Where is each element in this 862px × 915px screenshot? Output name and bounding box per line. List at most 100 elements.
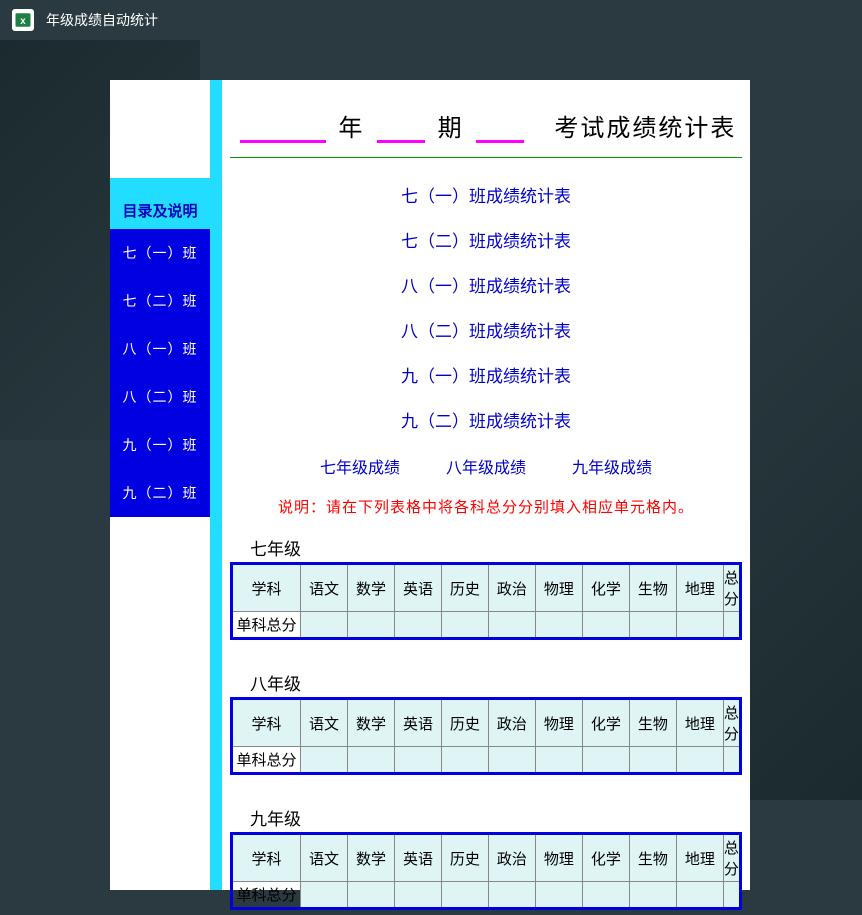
score-input-cell[interactable] [535, 882, 582, 909]
score-input-cell[interactable] [488, 747, 535, 774]
subject-header-cell: 学科 [232, 564, 301, 612]
score-input-cell[interactable] [300, 747, 347, 774]
subject-header-cell: 学科 [232, 834, 301, 882]
subject-header-cell: 生物 [629, 834, 676, 882]
score-input-cell[interactable] [723, 882, 740, 909]
score-input-cell[interactable] [723, 612, 740, 639]
cyan-vertical-strip [210, 80, 222, 890]
score-input-cell[interactable] [723, 747, 740, 774]
sheet-link-8-1[interactable]: 八（一）班成绩统计表 [230, 262, 742, 307]
sheet-link-7-1[interactable]: 七（一）班成绩统计表 [230, 172, 742, 217]
sheet-link-list: 七（一）班成绩统计表 七（二）班成绩统计表 八（一）班成绩统计表 八（二）班成绩… [230, 172, 742, 442]
score-input-cell[interactable] [535, 747, 582, 774]
document-page: 目录及说明 七（一）班 七（二）班 八（一）班 八（二）班 九（一）班 九（二）… [110, 80, 750, 890]
score-input-cell[interactable] [676, 882, 723, 909]
sidebar-item-8-1[interactable]: 八（一）班 [110, 325, 210, 373]
score-input-cell[interactable] [676, 612, 723, 639]
subject-header-cell: 英语 [394, 699, 441, 747]
score-input-cell[interactable] [535, 612, 582, 639]
main-content: 年 期 考试成绩统计表 七（一）班成绩统计表 七（二）班成绩统计表 八（一）班成… [222, 80, 750, 890]
subject-header-cell: 化学 [582, 699, 629, 747]
label-term: 期 [438, 115, 464, 142]
score-input-cell[interactable] [488, 882, 535, 909]
score-input-cell[interactable] [629, 612, 676, 639]
subject-header-cell: 英语 [394, 834, 441, 882]
subject-header-cell: 历史 [441, 699, 488, 747]
subject-header-cell: 总分 [723, 834, 740, 882]
sidebar: 目录及说明 七（一）班 七（二）班 八（一）班 八（二）班 九（一）班 九（二）… [110, 192, 210, 517]
score-input-cell[interactable] [676, 747, 723, 774]
grade-block-8: 八年级学科语文数学英语历史政治物理化学生物地理总分单科总分 [230, 670, 742, 775]
sheet-link-7-2[interactable]: 七（二）班成绩统计表 [230, 217, 742, 262]
subject-table: 学科语文数学英语历史政治物理化学生物地理总分单科总分 [230, 832, 742, 910]
subject-header-cell: 化学 [582, 834, 629, 882]
subject-header-cell: 地理 [676, 834, 723, 882]
score-input-cell[interactable] [394, 612, 441, 639]
row-label-cell: 单科总分 [232, 747, 301, 774]
score-input-cell[interactable] [300, 612, 347, 639]
score-input-cell[interactable] [582, 882, 629, 909]
grade-block-7: 七年级学科语文数学英语历史政治物理化学生物地理总分单科总分 [230, 535, 742, 640]
sheet-link-9-2[interactable]: 九（二）班成绩统计表 [230, 397, 742, 442]
subject-header-cell: 地理 [676, 699, 723, 747]
subject-header-cell: 物理 [535, 564, 582, 612]
sheet-link-9-1[interactable]: 九（一）班成绩统计表 [230, 352, 742, 397]
subject-header-cell: 政治 [488, 564, 535, 612]
grade-link-8[interactable]: 八年级成绩 [446, 454, 526, 478]
sidebar-item-9-2[interactable]: 九（二）班 [110, 469, 210, 517]
score-input-cell[interactable] [347, 747, 394, 774]
subject-table: 学科语文数学英语历史政治物理化学生物地理总分单科总分 [230, 562, 742, 640]
subject-header-cell: 数学 [347, 699, 394, 747]
app-title: 年级成绩自动统计 [46, 10, 158, 30]
score-input-cell[interactable] [441, 882, 488, 909]
blank-underline-2 [377, 140, 425, 143]
score-input-cell[interactable] [300, 882, 347, 909]
page-title: 年 期 考试成绩统计表 [230, 80, 742, 153]
grade-link-row: 七年级成绩 八年级成绩 九年级成绩 [230, 442, 742, 486]
sidebar-item-7-1[interactable]: 七（一）班 [110, 229, 210, 277]
subject-header-cell: 地理 [676, 564, 723, 612]
subject-header-cell: 化学 [582, 564, 629, 612]
sidebar-item-8-2[interactable]: 八（二）班 [110, 373, 210, 421]
subject-tables-host: 七年级学科语文数学英语历史政治物理化学生物地理总分单科总分八年级学科语文数学英语… [230, 535, 742, 910]
subject-table: 学科语文数学英语历史政治物理化学生物地理总分单科总分 [230, 697, 742, 775]
grade-link-9[interactable]: 九年级成绩 [572, 454, 652, 478]
grade-label: 八年级 [230, 670, 742, 697]
grade-link-7[interactable]: 七年级成绩 [320, 454, 400, 478]
label-main: 考试成绩统计表 [554, 115, 736, 142]
subject-header-cell: 历史 [441, 834, 488, 882]
subject-header-cell: 生物 [629, 699, 676, 747]
subject-header-cell: 数学 [347, 834, 394, 882]
cyan-top-strip [110, 178, 222, 192]
subject-header-cell: 语文 [300, 834, 347, 882]
grade-label: 七年级 [230, 535, 742, 562]
grade-block-9: 九年级学科语文数学英语历史政治物理化学生物地理总分单科总分 [230, 805, 742, 910]
score-input-cell[interactable] [629, 882, 676, 909]
subject-header-cell: 生物 [629, 564, 676, 612]
score-input-cell[interactable] [582, 747, 629, 774]
subject-header-cell: 历史 [441, 564, 488, 612]
subject-header-cell: 学科 [232, 699, 301, 747]
sidebar-item-7-2[interactable]: 七（二）班 [110, 277, 210, 325]
score-input-cell[interactable] [441, 747, 488, 774]
subject-header-cell: 物理 [535, 834, 582, 882]
row-label-cell: 单科总分 [232, 882, 301, 909]
score-input-cell[interactable] [347, 882, 394, 909]
subject-header-cell: 语文 [300, 564, 347, 612]
score-input-cell[interactable] [488, 612, 535, 639]
window-titlebar: x 年级成绩自动统计 [0, 0, 862, 40]
row-label-cell: 单科总分 [232, 612, 301, 639]
blank-underline-3 [476, 140, 524, 143]
subject-header-cell: 政治 [488, 834, 535, 882]
subject-header-cell: 总分 [723, 564, 740, 612]
score-input-cell[interactable] [441, 612, 488, 639]
title-rule [230, 157, 742, 158]
subject-header-cell: 物理 [535, 699, 582, 747]
score-input-cell[interactable] [394, 882, 441, 909]
sidebar-item-9-1[interactable]: 九（一）班 [110, 421, 210, 469]
score-input-cell[interactable] [347, 612, 394, 639]
sheet-link-8-2[interactable]: 八（二）班成绩统计表 [230, 307, 742, 352]
score-input-cell[interactable] [394, 747, 441, 774]
score-input-cell[interactable] [629, 747, 676, 774]
score-input-cell[interactable] [582, 612, 629, 639]
